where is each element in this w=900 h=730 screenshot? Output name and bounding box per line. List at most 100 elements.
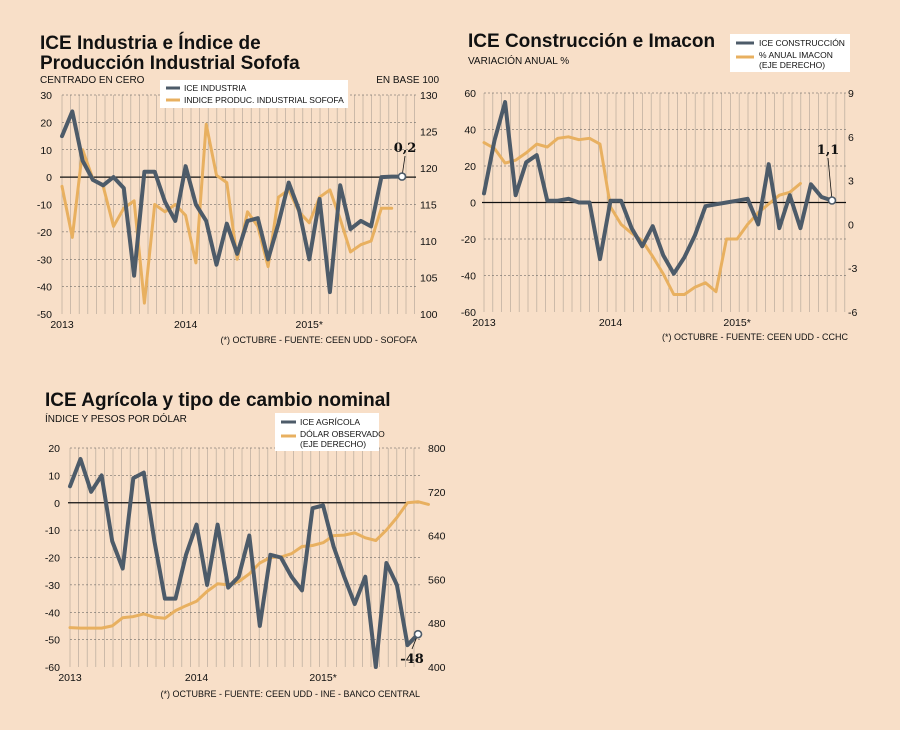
chart-agricola: ICE Agrícola y tipo de cambio nominal ÍN… xyxy=(45,390,446,699)
chart-industria-title-2: Producción Industrial Sofofa xyxy=(40,53,300,74)
chart-agricola-legend-dolar-line1: DÓLAR OBSERVADO xyxy=(300,429,385,439)
chart-agricola-left-ticks: 20 10 0 -10 -20 -30 -40 -50 -60 xyxy=(45,443,60,674)
chart-industria-ytick-8: -50 xyxy=(37,309,52,321)
chart-construccion-legend-ice: ICE CONSTRUCCIÓN xyxy=(759,38,845,48)
chart-agricola-ytick-6: -40 xyxy=(45,607,60,619)
chart-agricola-callout-label: -48 xyxy=(400,652,424,667)
chart-agricola-x-labels: 2013 2014 2015* xyxy=(58,672,336,684)
chart-industria-callout-marker xyxy=(397,172,407,181)
chart-industria: ICE Industria e Índice de Producción Ind… xyxy=(37,32,440,345)
chart-agricola-xlabel-0: 2013 xyxy=(58,672,82,684)
chart-construccion-xlabel-2: 2015* xyxy=(723,317,750,329)
chart-agricola-y2tick-2: 640 xyxy=(428,531,446,543)
chart-agricola-legend-dolar-line2: (EJE DERECHO) xyxy=(300,439,366,449)
chart-construccion-y2tick-3: 0 xyxy=(848,219,854,231)
chart-construccion-xlabel-0: 2013 xyxy=(472,317,496,329)
chart-agricola-ytick-5: -30 xyxy=(45,580,60,592)
chart-construccion-ytick-3: 0 xyxy=(470,198,476,210)
chart-agricola-y2tick-1: 720 xyxy=(428,487,446,499)
chart-agricola-y2tick-0: 800 xyxy=(428,443,446,455)
chart-industria-xlabel-0: 2013 xyxy=(50,319,74,331)
chart-agricola-series xyxy=(68,457,430,669)
chart-industria-y2tick-5: 105 xyxy=(420,273,438,285)
chart-construccion-y2tick-4: -3 xyxy=(848,263,857,275)
chart-industria-left-axis-label: CENTRADO EN CERO xyxy=(40,75,145,86)
chart-agricola-legend-box xyxy=(275,413,379,451)
chart-agricola-legend: ICE AGRÍCOLA DÓLAR OBSERVADO (EJE DERECH… xyxy=(275,413,387,451)
chart-construccion-legend-imacon-line2: (EJE DERECHO) xyxy=(759,60,825,70)
chart-industria-left-ticks: 30 20 10 0 -10 -20 -30 -40 -50 xyxy=(37,90,52,321)
chart-agricola-callout-marker xyxy=(413,629,423,639)
chart-construccion-ytick-1: 40 xyxy=(464,125,476,137)
chart-industria-callout-label: 0,2 xyxy=(394,141,417,156)
chart-agricola-ytick-4: -20 xyxy=(45,553,60,565)
chart-construccion-callout: 1,1 xyxy=(817,143,840,205)
chart-industria-legend-box xyxy=(160,80,348,108)
chart-industria-legend-ice: ICE INDUSTRIA xyxy=(184,83,247,93)
chart-industria-title-1: ICE Industria e Índice de xyxy=(40,32,261,54)
chart-construccion-legend-imacon: % ANUAL IMACON (EJE DERECHO) xyxy=(759,50,835,70)
chart-industria-ytick-2: 10 xyxy=(40,145,52,157)
chart-agricola-subtitle: ÍNDICE Y PESOS POR DÓLAR xyxy=(45,412,187,425)
chart-agricola-callout: -48 xyxy=(400,629,424,667)
chart-construccion-ytick-4: -20 xyxy=(461,234,476,246)
chart-industria-y2tick-3: 115 xyxy=(420,200,437,212)
chart-industria-line-ice xyxy=(60,109,404,295)
chart-agricola-y2tick-3: 560 xyxy=(428,574,446,586)
chart-construccion-y2tick-1: 6 xyxy=(848,132,854,144)
chart-industria-ytick-7: -40 xyxy=(37,282,52,294)
chart-industria-line-secondary xyxy=(60,122,394,305)
chart-construccion-line-ice xyxy=(482,100,834,276)
chart-construccion-legend-imacon-line1: % ANUAL IMACON xyxy=(759,50,833,60)
chart-agricola-y2tick-5: 400 xyxy=(428,662,446,674)
chart-industria-x-labels: 2013 2014 2015* xyxy=(50,319,323,331)
chart-agricola-ytick-7: -50 xyxy=(45,635,60,647)
chart-industria-ytick-3: 0 xyxy=(46,172,52,184)
chart-construccion-title: ICE Construcción e Imacon xyxy=(468,31,715,52)
chart-construccion-left-ticks: 60 40 20 0 -20 -40 -60 xyxy=(461,88,476,319)
chart-construccion-legend-box xyxy=(730,34,850,72)
chart-agricola-ytick-2: 0 xyxy=(54,498,60,510)
chart-industria-ytick-4: -10 xyxy=(37,200,52,212)
chart-industria-ytick-5: -20 xyxy=(37,227,52,239)
chart-agricola-y2tick-4: 480 xyxy=(428,618,446,630)
chart-construccion-series xyxy=(482,100,834,296)
chart-industria-y2tick-2: 120 xyxy=(420,163,438,175)
chart-construccion-footnote: (*) OCTUBRE - FUENTE: CEEN UDD - CCHC xyxy=(662,332,848,342)
chart-construccion-y2tick-2: 3 xyxy=(848,176,854,188)
chart-agricola-ytick-1: 10 xyxy=(48,470,60,482)
chart-industria-ytick-1: 20 xyxy=(40,117,52,129)
chart-agricola-ytick-0: 20 xyxy=(48,443,60,455)
chart-industria-y2tick-6: 100 xyxy=(420,309,438,321)
chart-construccion-right-ticks: 9 6 3 0 -3 -6 xyxy=(848,88,857,319)
chart-industria-xlabel-1: 2014 xyxy=(174,319,198,331)
chart-agricola-right-ticks: 800 720 640 560 480 400 xyxy=(428,443,446,674)
chart-industria-ytick-6: -30 xyxy=(37,254,52,266)
chart-construccion-ytick-2: 20 xyxy=(464,161,476,173)
chart-agricola-line-ice xyxy=(68,457,420,669)
chart-agricola-title: ICE Agrícola y tipo de cambio nominal xyxy=(45,390,391,411)
chart-industria-legend: ICE INDUSTRIA INDICE PRODUC. INDUSTRIAL … xyxy=(160,80,348,108)
chart-industria-footnote: (*) OCTUBRE - FUENTE: CEEN UDD - SOFOFA xyxy=(220,335,417,345)
chart-construccion-callout-marker xyxy=(827,196,837,205)
chart-industria-y2tick-4: 110 xyxy=(420,236,437,248)
chart-agricola-xlabel-2: 2015* xyxy=(309,672,336,684)
chart-agricola-ytick-3: -10 xyxy=(45,525,60,537)
chart-industria-right-axis-label: EN BASE 100 xyxy=(376,75,439,86)
chart-agricola-line-secondary xyxy=(68,500,430,630)
chart-construccion-ytick-0: 60 xyxy=(464,88,476,100)
chart-industria-callout: 0,2 xyxy=(394,141,417,181)
chart-industria-ytick-0: 30 xyxy=(40,90,52,102)
chart-agricola-xlabel-1: 2014 xyxy=(185,672,209,684)
chart-agricola-legend-dolar: DÓLAR OBSERVADO (EJE DERECHO) xyxy=(300,429,387,449)
chart-agricola-legend-ice: ICE AGRÍCOLA xyxy=(300,417,360,427)
chart-industria-series xyxy=(60,109,404,305)
chart-construccion-legend: ICE CONSTRUCCIÓN % ANUAL IMACON (EJE DER… xyxy=(730,34,850,72)
chart-construccion-x-labels: 2013 2014 2015* xyxy=(472,317,750,329)
chart-construccion-callout-label: 1,1 xyxy=(817,143,840,158)
chart-construccion-callout-leader xyxy=(827,157,833,201)
chart-construccion-ytick-5: -40 xyxy=(461,271,476,283)
chart-industria-right-ticks: 130 125 120 115 110 105 100 xyxy=(420,90,438,321)
